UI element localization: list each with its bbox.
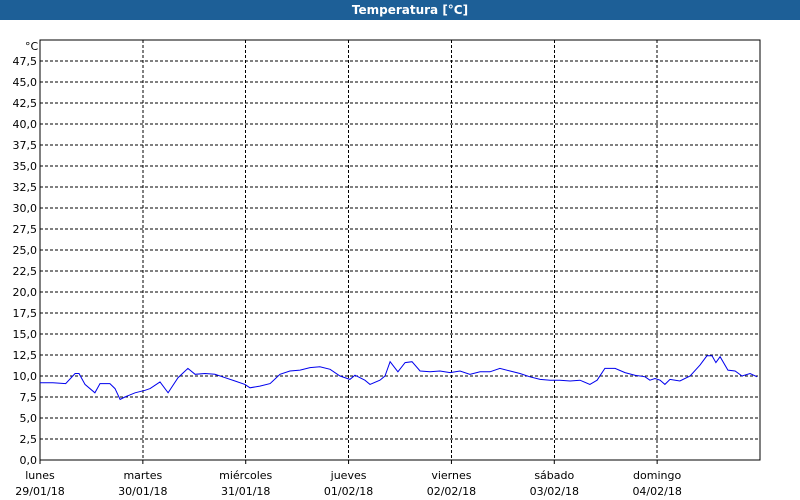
- x-tick-date: 30/01/18: [118, 485, 167, 498]
- y-tick-label: 0,0: [20, 454, 38, 467]
- x-tick-label: jueves: [330, 469, 367, 482]
- temperature-line: [40, 355, 758, 401]
- y-tick-label: 35,0: [13, 160, 38, 173]
- y-tick-label: 30,0: [13, 202, 38, 215]
- x-tick-label: sábado: [534, 469, 574, 482]
- y-tick-label: 42,5: [13, 97, 38, 110]
- y-tick-label: 12,5: [13, 349, 38, 362]
- chart-title: Temperatura [°C]: [352, 3, 468, 17]
- y-tick-label: 17,5: [13, 307, 38, 320]
- y-tick-label: 15,0: [13, 328, 38, 341]
- y-tick-label: 32,5: [13, 181, 38, 194]
- y-tick-label: 37,5: [13, 139, 38, 152]
- y-tick-label: 5,0: [20, 412, 38, 425]
- x-tick-label: viernes: [431, 469, 471, 482]
- x-tick-label: lunes: [25, 469, 55, 482]
- plot-frame: [39, 39, 761, 461]
- x-tick-date: 31/01/18: [221, 485, 270, 498]
- y-unit: °C: [25, 40, 39, 53]
- y-tick-label: 22,5: [13, 265, 38, 278]
- y-tick-label: 7,5: [20, 391, 38, 404]
- x-tick-date: 02/02/18: [427, 485, 476, 498]
- y-tick-label: 10,0: [13, 370, 38, 383]
- x-tick-date: 03/02/18: [530, 485, 579, 498]
- y-tick-label: 25,0: [13, 244, 38, 257]
- y-tick-label: 45,0: [13, 76, 38, 89]
- x-tick-date: 01/02/18: [324, 485, 373, 498]
- y-tick-label: 20,0: [13, 286, 38, 299]
- x-tick-date: 04/02/18: [632, 485, 681, 498]
- x-tick-date: 29/01/18: [15, 485, 64, 498]
- y-tick-label: 27,5: [13, 223, 38, 236]
- y-tick-label: 2,5: [20, 433, 38, 446]
- y-tick-label: 40,0: [13, 118, 38, 131]
- x-tick-label: martes: [123, 469, 162, 482]
- x-tick-label: miércoles: [219, 469, 272, 482]
- x-tick-label: domingo: [633, 469, 681, 482]
- title-bar: [0, 0, 800, 20]
- y-tick-label: 47,5: [13, 55, 38, 68]
